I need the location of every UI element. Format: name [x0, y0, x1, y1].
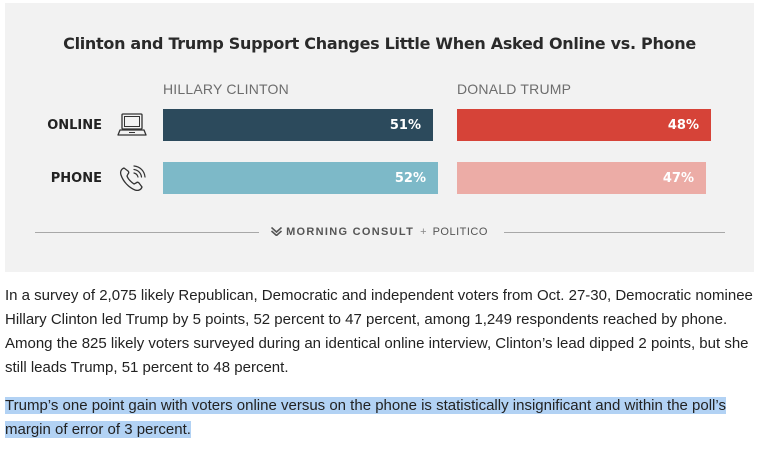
chart-panel: Clinton and Trump Support Changes Little… — [5, 3, 754, 272]
article-paragraph-1: In a survey of 2,075 likely Republican, … — [5, 287, 753, 376]
article-paragraph-2: Trump’s one point gain with voters onlin… — [5, 394, 753, 442]
divider-left — [35, 232, 259, 233]
row-label-phone: PHONE — [50, 171, 102, 186]
value-label-trump-online: 48% — [667, 117, 699, 133]
source-politico: POLITICO — [432, 226, 488, 238]
source-morning-consult: MORNING CONSULT — [286, 226, 415, 238]
column-header-clinton: HILLARY CLINTON — [163, 81, 289, 97]
laptop-icon — [117, 113, 147, 136]
source-plus: + — [420, 226, 427, 238]
bar-trump-online: 48% — [457, 109, 711, 141]
morning-consult-logo-icon — [271, 226, 283, 237]
chart-title: Clinton and Trump Support Changes Little… — [63, 34, 696, 53]
bar-clinton-online: 51% — [163, 109, 433, 141]
value-label-clinton-phone: 52% — [394, 170, 426, 186]
column-header-trump: DONALD TRUMP — [457, 81, 572, 97]
phone-icon — [119, 165, 146, 192]
bar-trump-phone: 47% — [457, 162, 706, 194]
highlighted-text: Trump’s one point gain with voters onlin… — [5, 397, 726, 438]
bar-clinton-phone: 52% — [163, 162, 438, 194]
row-label-online: ONLINE — [47, 118, 102, 133]
source-credit: MORNING CONSULT + POLITICO — [5, 226, 754, 238]
value-label-trump-phone: 47% — [662, 170, 694, 186]
divider-right — [504, 232, 725, 233]
value-label-clinton-online: 51% — [389, 117, 421, 133]
